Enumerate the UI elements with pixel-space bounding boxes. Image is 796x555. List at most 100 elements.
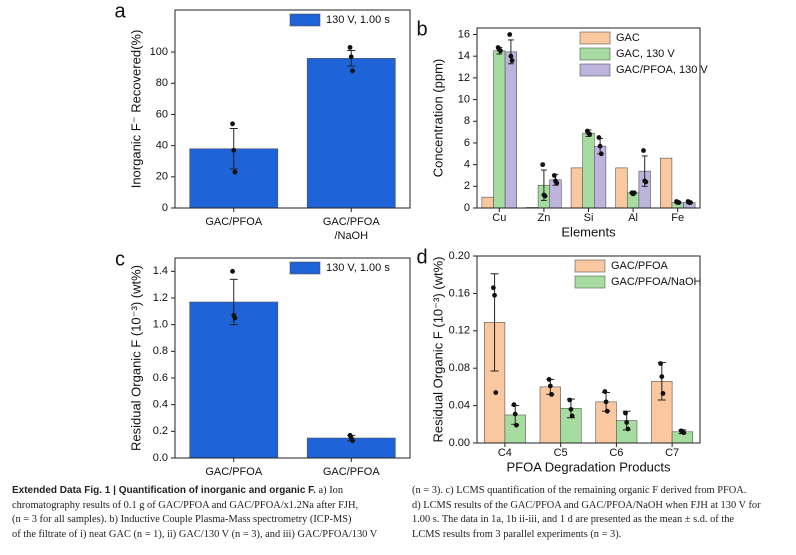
data-point: [587, 131, 593, 137]
bar: [504, 51, 517, 209]
data-point: [659, 374, 665, 380]
data-point: [540, 162, 546, 168]
bar: [582, 132, 595, 209]
legend-swatch: [579, 63, 611, 77]
data-point: [641, 148, 646, 153]
data-point: [350, 68, 355, 74]
x-tick-label: Al: [628, 212, 638, 224]
data-point: [660, 391, 666, 396]
x-tick-label: C7: [665, 447, 679, 459]
data-point: [568, 406, 574, 412]
y-tick-label: 40: [156, 140, 168, 152]
bar: [615, 167, 628, 209]
x-tick-label: C5: [554, 447, 568, 459]
bar: [306, 58, 396, 209]
panel-label: b: [416, 18, 427, 40]
error-bar: [490, 273, 499, 372]
plot-frame: [476, 255, 701, 444]
y-tick-label: 0: [464, 202, 470, 214]
y-tick-label: 0: [162, 202, 168, 214]
caption-label: Extended Data Fig. 1 | Quantification of…: [12, 485, 316, 496]
data-point: [658, 361, 664, 366]
data-point: [624, 420, 630, 425]
bar: [660, 157, 673, 209]
data-point: [498, 48, 503, 54]
legend-label: GAC/PFOA/NaOH: [611, 276, 702, 288]
y-tick-label: 0.8: [153, 345, 168, 357]
y-tick-label: 16: [458, 28, 470, 40]
data-point: [643, 179, 649, 185]
caption-line: d) LCMS results of the GAC/PFOA and GAC/…: [412, 499, 761, 511]
x-tick-label: GAC/PFOA: [205, 216, 263, 228]
x-tick-label: Zn: [537, 212, 550, 224]
y-tick-label: 0.0: [153, 452, 168, 464]
data-point: [508, 53, 514, 59]
y-tick-label: 1.0: [153, 319, 168, 331]
legend-label: GAC/PFOA, 130 V: [616, 64, 708, 76]
data-point: [507, 32, 513, 37]
data-point: [631, 190, 637, 196]
y-tick-label: 1.4: [153, 265, 168, 277]
data-point: [597, 143, 603, 149]
data-point: [547, 383, 553, 389]
data-point: [512, 411, 518, 417]
data-point: [509, 58, 515, 63]
data-point: [681, 430, 687, 436]
caption-text: a) Ion: [315, 485, 344, 496]
plot-frame: [476, 27, 701, 209]
caption-line: LCMS results from 3 parallel experiments…: [412, 528, 622, 540]
x-tick-label: Fe: [671, 212, 684, 224]
data-point: [542, 193, 548, 199]
y-tick-label: 10: [458, 93, 470, 105]
y-tick-label: 20: [156, 171, 168, 183]
y-tick-label: 80: [156, 77, 168, 89]
caption-line: (n = 3 for all samples). b) Inductive Co…: [12, 514, 352, 526]
y-tick-label: 0.6: [153, 372, 168, 384]
data-point: [493, 390, 499, 395]
y-tick-label: 4: [464, 159, 470, 171]
legend-label: GAC: [616, 32, 640, 44]
bar: [570, 167, 584, 209]
data-point: [492, 292, 497, 298]
data-point: [230, 121, 235, 127]
bar: [493, 50, 506, 209]
y-axis-label: Residual Organic F (10⁻³) (wt%): [430, 256, 445, 442]
x-tick-label: GAC/PFOA/NaOH: [323, 216, 381, 242]
y-tick-label: 0.00: [449, 437, 470, 449]
x-tick-label: GAC/PFOA: [205, 466, 263, 478]
data-point: [513, 422, 519, 428]
bar: [189, 301, 279, 459]
panel-label: d: [416, 246, 427, 268]
legend-label: GAC, 130 V: [616, 48, 675, 60]
data-point: [232, 169, 238, 175]
y-tick-label: 0.2: [153, 425, 168, 437]
data-point: [490, 285, 496, 291]
y-axis-label: Inorganic F⁻ Recovered(%): [128, 30, 143, 189]
bar: [481, 196, 494, 209]
y-tick-label: 1.2: [153, 292, 168, 304]
y-tick-label: 0.04: [449, 400, 470, 412]
data-point: [569, 413, 575, 419]
data-point: [554, 180, 560, 186]
data-point: [232, 315, 238, 321]
y-tick-label: 2: [464, 180, 470, 192]
data-point: [231, 147, 237, 153]
data-point: [625, 426, 631, 432]
legend-label: GAC/PFOA: [611, 260, 669, 272]
data-point: [230, 268, 235, 274]
x-tick-label: Si: [584, 212, 594, 224]
y-tick-label: 6: [464, 137, 470, 149]
data-point: [549, 391, 554, 397]
legend-swatch: [579, 31, 611, 45]
legend-swatch: [289, 13, 321, 27]
data-point: [604, 408, 610, 414]
legend-swatch: [579, 47, 611, 61]
legend-label: 130 V, 1.00 s: [326, 14, 390, 26]
y-tick-label: 100: [150, 46, 168, 58]
data-point: [347, 45, 353, 50]
y-tick-label: 0.20: [449, 250, 470, 262]
plot-frame: [174, 257, 411, 459]
y-tick-label: 14: [458, 50, 470, 62]
